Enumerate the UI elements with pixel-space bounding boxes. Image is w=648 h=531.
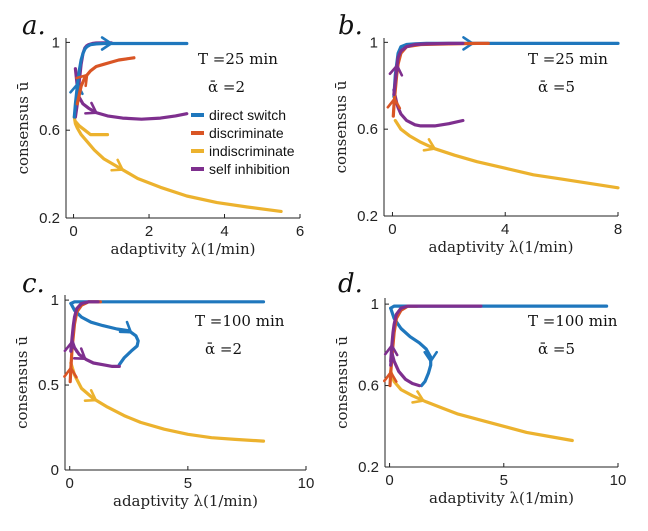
series-line-indiscriminate [73, 119, 110, 137]
series-line-self-inhibition [392, 41, 465, 96]
panel-d: 0 5 10 0.2 0.6 1 adaptivity λ(1/min) consensus … [333, 269, 626, 507]
panel-label: b. [338, 11, 363, 41]
legend-label: self inhibition [209, 161, 290, 177]
direction-arrow [383, 371, 398, 383]
param-alpha: ᾱ =5 [538, 340, 575, 358]
y-tick-label: 1 [51, 292, 59, 309]
series-line-discriminate [75, 56, 136, 106]
param-T: T =25 min [198, 50, 278, 68]
direction-arrow [75, 73, 89, 88]
y-tick-label: 1 [371, 296, 379, 313]
x-tick-label: 0 [385, 472, 393, 489]
panel-label: d. [338, 269, 363, 299]
direction-arrow [383, 344, 399, 357]
series-line-self-inhibition [73, 67, 189, 121]
direction-arrow [83, 389, 98, 402]
legend-label: indiscriminate [209, 143, 295, 159]
x-tick-label: 6 [296, 223, 304, 240]
x-tick-label: 10 [610, 472, 627, 489]
x-axis-label: adaptivity λ(1/min) [429, 489, 574, 507]
y-tick-label: 0 [51, 462, 59, 479]
series-line-direct-switch [72, 41, 189, 119]
series-line-discriminate [391, 41, 490, 118]
x-tick-label: 5 [184, 475, 192, 492]
y-tick-label: 0.6 [39, 122, 60, 139]
x-tick-label: 0 [69, 223, 77, 240]
x-tick-label: 0 [66, 475, 74, 492]
y-tick-label: 0.2 [358, 459, 379, 476]
direction-arrow [388, 64, 404, 77]
x-tick-label: 4 [220, 223, 228, 240]
series-line-self-inhibition [392, 88, 465, 128]
y-tick-label: 0.2 [357, 208, 378, 225]
series-line-direct-switch [69, 300, 266, 306]
direction-arrow [100, 36, 113, 51]
direction-arrow [63, 366, 78, 379]
x-axis-label: adaptivity λ(1/min) [111, 240, 256, 258]
direction-arrow [118, 320, 133, 334]
direction-arrow [423, 350, 439, 363]
direction-arrow [72, 347, 87, 360]
x-tick-label: 4 [501, 221, 509, 238]
param-T: T =100 min [195, 312, 285, 330]
direction-arrow [84, 101, 98, 115]
x-tick-label: 8 [614, 221, 622, 238]
y-tick-label: 0.2 [39, 210, 60, 227]
param-alpha: ᾱ =2 [205, 340, 242, 358]
series-line-self-inhibition [389, 304, 483, 363]
y-tick-label: 1 [370, 34, 378, 51]
legend-label: discriminate [209, 125, 284, 141]
x-tick-label: 2 [145, 223, 153, 240]
series-line-indiscriminate [69, 361, 266, 443]
x-tick-label: 5 [500, 472, 508, 489]
series-line-indiscriminate [393, 118, 620, 190]
param-T: T =100 min [528, 312, 618, 330]
y-tick-label: 0.6 [357, 121, 378, 138]
y-axis-label: consensus ū [332, 80, 350, 173]
param-alpha: ᾱ =5 [538, 78, 575, 96]
series-line-self-inhibition [69, 339, 121, 368]
y-axis-label: consensus ū [13, 336, 31, 429]
x-tick-label: 0 [388, 221, 396, 238]
panel-a: 0 2 4 6 0.2 0.6 1 adaptivity λ(1/min) consensus … [14, 11, 304, 258]
x-tick-label: 10 [298, 475, 315, 492]
direction-arrow [422, 138, 436, 152]
y-tick-label: 1 [52, 34, 60, 51]
panel-c: 0 5 10 0 0.5 1 adaptivity λ(1/min) consensus ū c… [13, 269, 314, 510]
series-line-indiscriminate [72, 115, 283, 213]
panel-b: 0 4 8 0.2 0.6 1 adaptivity λ(1/min) consensus ū… [332, 11, 622, 256]
x-axis-label: adaptivity λ(1/min) [113, 492, 258, 510]
series-line-self-inhibition [69, 300, 100, 353]
y-tick-label: 0.6 [358, 378, 379, 395]
y-axis-label: consensus ū [333, 336, 351, 429]
series-line-direct-switch [389, 306, 433, 388]
legend-label: direct switch [209, 107, 286, 123]
series-line-direct-switch [69, 301, 140, 367]
direction-arrow [63, 341, 79, 354]
direction-arrow [411, 390, 425, 404]
direction-arrow [386, 97, 402, 110]
legend: direct switch discriminate indiscriminate s… [191, 107, 295, 177]
panel-label: c. [22, 269, 45, 299]
y-tick-label: 0.5 [38, 377, 59, 394]
direction-arrow [110, 158, 124, 172]
panel-label: a. [22, 11, 46, 41]
series-line-indiscriminate [389, 369, 574, 443]
y-axis-label: consensus ū [14, 81, 32, 174]
param-T: T =25 min [528, 50, 608, 68]
param-alpha: ᾱ =2 [208, 78, 245, 96]
x-axis-label: adaptivity λ(1/min) [429, 238, 574, 256]
